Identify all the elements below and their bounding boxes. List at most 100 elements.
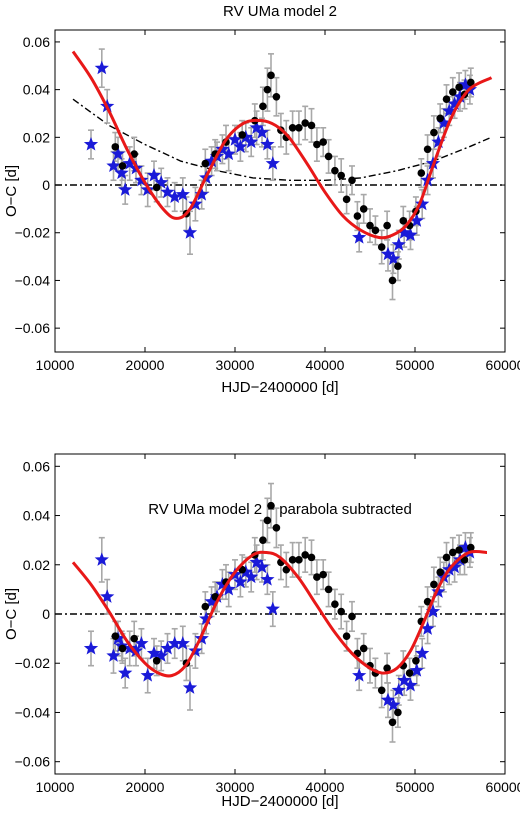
star-point (160, 184, 175, 199)
y-tick-label: 0.06 (23, 34, 50, 50)
circle-point (371, 226, 380, 235)
plot-area (55, 482, 505, 743)
star-point (442, 103, 457, 118)
y-axis-label: O−C [d] (3, 588, 20, 640)
circle-point (324, 585, 333, 594)
circle-point (331, 166, 339, 175)
star-point (249, 120, 264, 134)
x-tick-label: 60000 (486, 779, 520, 795)
star-point (110, 146, 126, 161)
y-tick-label: 0 (42, 177, 50, 193)
star-point (352, 668, 367, 682)
circle-point (359, 644, 368, 653)
circle-point (455, 83, 463, 92)
star-point (238, 564, 253, 579)
circle-point (436, 568, 445, 576)
star-point (83, 640, 99, 655)
star-point (134, 636, 149, 650)
circle-point (353, 212, 362, 220)
star-point (83, 136, 99, 151)
circle-point (449, 88, 457, 96)
star-point (409, 663, 424, 677)
star-point (403, 677, 418, 692)
star-point (182, 680, 198, 694)
circle-point (430, 580, 438, 589)
star-point (233, 139, 248, 153)
circle-point (399, 217, 408, 225)
circle-point (449, 548, 457, 557)
y-axis-label: O−C [d] (3, 165, 20, 217)
circle-point (111, 143, 120, 151)
chart-panel-1: RV UMa model 2 HJD−2400000 [d] O−C [d] 1000… (3, 3, 520, 396)
star-point (194, 187, 209, 201)
circle-point (417, 169, 426, 177)
circle-point (295, 123, 303, 132)
circle-point (301, 119, 310, 127)
star-point (204, 153, 219, 168)
circle-point (319, 570, 328, 579)
star-point (167, 636, 182, 650)
circle-point (394, 708, 402, 717)
star-point (260, 572, 275, 586)
circle-point (288, 556, 297, 564)
star-point (227, 132, 243, 146)
circle-point (267, 71, 275, 80)
y-tick-label: −0.02 (15, 225, 51, 241)
plot-frame (54, 29, 506, 353)
circle-point (383, 664, 391, 672)
circle-point (388, 718, 397, 727)
star-point (106, 158, 121, 173)
model-curve (71, 50, 493, 240)
circle-point (272, 524, 281, 532)
star-point (436, 115, 451, 130)
circle-point (263, 85, 272, 94)
circle-point (412, 656, 420, 665)
star-point (221, 146, 236, 161)
y-tick-label: −0.06 (15, 320, 51, 336)
star-point (182, 225, 198, 239)
circle-point (307, 121, 316, 130)
y-tick-label: −0.02 (15, 655, 51, 671)
star-point (160, 640, 175, 655)
star-point (146, 645, 162, 660)
circle-point (152, 656, 161, 665)
star-point (391, 682, 406, 697)
x-tick-label: 50000 (396, 779, 435, 795)
circle-point (366, 221, 374, 230)
star-point (233, 574, 248, 589)
circle-point (430, 128, 438, 137)
star-point (431, 584, 446, 598)
star-point (244, 569, 259, 584)
star-point (391, 237, 406, 251)
star-point (386, 251, 401, 266)
star-point (118, 182, 133, 196)
star-point (265, 601, 280, 616)
x-axis-label: HJD−2400000 [d] (221, 379, 338, 396)
y-tick-label: 0 (42, 606, 50, 622)
chart-title: RV UMa model 2 (223, 3, 337, 20)
star-point (403, 227, 418, 242)
x-tick-label: 10000 (36, 357, 75, 373)
star-point (128, 643, 144, 657)
x-tick-label: 60000 (486, 357, 520, 373)
circle-point (295, 556, 303, 564)
circle-point (436, 114, 445, 123)
star-point (238, 129, 253, 144)
y-tick-label: 0.04 (23, 508, 50, 524)
star-point (386, 697, 401, 712)
circle-point (467, 543, 475, 552)
circle-point (348, 612, 356, 621)
star-point (154, 648, 169, 662)
x-axis-label: HJD−2400000 [d] (221, 793, 338, 810)
circle-point (259, 102, 267, 111)
star-point (397, 225, 412, 239)
y-tick-label: 0.04 (23, 82, 50, 98)
circle-point (342, 632, 351, 640)
star-point (415, 645, 430, 660)
x-tick-label: 20000 (126, 357, 165, 373)
circle-point (423, 145, 432, 154)
star-point (146, 168, 162, 182)
circle-point (394, 262, 402, 270)
star-point (215, 141, 230, 156)
circle-point (388, 276, 397, 285)
